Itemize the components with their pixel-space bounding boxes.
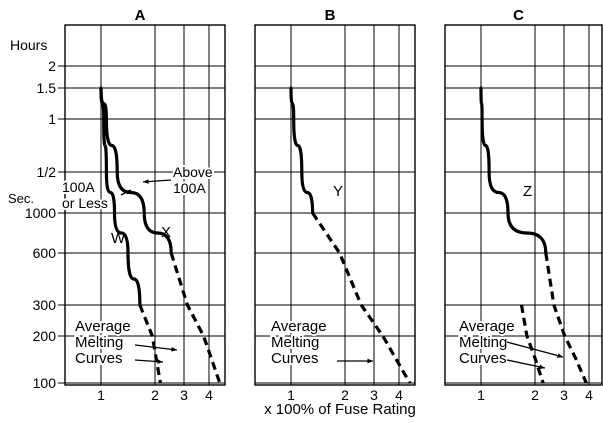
curve-y <box>289 86 315 215</box>
y-tick-label: 600 <box>33 245 57 261</box>
annotations-layer: A 1 2 3 4 B 1 2 3 4 C 1 2 3 4 2 1.5 1 1/2 1000 600 300 200 100 W… <box>25 7 593 403</box>
panel-title: C <box>513 7 524 24</box>
curve-z <box>479 86 548 255</box>
grid-layer <box>58 24 603 386</box>
y-tick-label: 2 <box>48 58 56 74</box>
y-tick-label: 200 <box>33 328 57 344</box>
curve-w <box>99 86 142 307</box>
x-tick-label: 2 <box>341 387 349 403</box>
y-tick-label: 1 <box>48 111 56 127</box>
x-tick-label: 4 <box>585 387 593 403</box>
curves-layer <box>99 86 588 384</box>
arrow-100a-or-less-head <box>125 190 131 195</box>
panel-frame <box>444 24 603 386</box>
y-unit-hours: Hours <box>10 37 47 53</box>
arrow-avg-a2-head <box>157 359 163 364</box>
arrow-avg-c2-head <box>539 364 545 370</box>
y-tick-label: 1000 <box>25 205 56 221</box>
x-tick-label: 2 <box>531 387 539 403</box>
x-tick-label: 3 <box>560 387 568 403</box>
x-tick-label: 1 <box>477 387 485 403</box>
label-100a-or-less: 100A <box>62 179 95 195</box>
x-tick-label: 4 <box>395 387 403 403</box>
label-above-100a: 100A <box>173 180 206 196</box>
arrow-avg-c2 <box>506 359 546 369</box>
label-avg: Melting <box>271 334 319 351</box>
arrow-avg-a1 <box>134 344 178 351</box>
curve-average-melting <box>169 252 222 384</box>
arrow-above-100a-head <box>143 179 149 184</box>
label-avg: Melting <box>459 334 507 351</box>
x-tick-label: 2 <box>151 387 159 403</box>
curve-average-melting <box>519 304 545 384</box>
label-avg: Average <box>271 318 327 335</box>
x-tick-label: 1 <box>97 387 105 403</box>
x-axis-label: x 100% of Fuse Rating <box>264 401 416 418</box>
label-avg: Average <box>459 318 515 335</box>
label-w: W <box>111 230 126 247</box>
y-tick-label: 1.5 <box>37 80 57 96</box>
label-z: Z <box>523 183 532 200</box>
curve-average-melting <box>311 212 412 384</box>
y-tick-label: 300 <box>33 297 57 313</box>
label-above-100a: Above <box>173 164 213 180</box>
x-tick-label: 3 <box>180 387 188 403</box>
arrow-avg-a1-head <box>171 347 177 352</box>
x-tick-label: 4 <box>205 387 213 403</box>
arrow-avg-c1 <box>506 341 564 358</box>
panel-title: B <box>325 7 336 24</box>
curve-average-melting <box>138 304 162 384</box>
x-tick-label: 3 <box>370 387 378 403</box>
curve-x <box>99 86 173 255</box>
y-unit-sec: Sec. <box>8 191 34 206</box>
arrow-avg-c1-head <box>557 353 563 358</box>
label-avg: Curves <box>75 350 123 367</box>
label-y: Y <box>333 183 343 200</box>
label-avg: Melting <box>75 334 123 351</box>
label-avg: Curves <box>459 350 507 367</box>
y-tick-label: 1/2 <box>37 164 57 180</box>
label-avg: Curves <box>271 350 319 367</box>
arrow-avg-b-head <box>367 358 373 364</box>
axis-labels-layer: Hours Sec. x 100% of Fuse Rating <box>8 37 416 418</box>
y-tick-label: 100 <box>33 375 57 391</box>
label-avg: Average <box>75 318 131 335</box>
label-x: X <box>161 224 171 241</box>
panel-frame <box>64 24 226 386</box>
x-tick-label: 1 <box>287 387 295 403</box>
panel-title: A <box>135 7 146 24</box>
curve-average-melting <box>544 252 588 384</box>
label-100a-or-less: or Less <box>62 195 108 211</box>
panel-frame <box>254 24 416 386</box>
